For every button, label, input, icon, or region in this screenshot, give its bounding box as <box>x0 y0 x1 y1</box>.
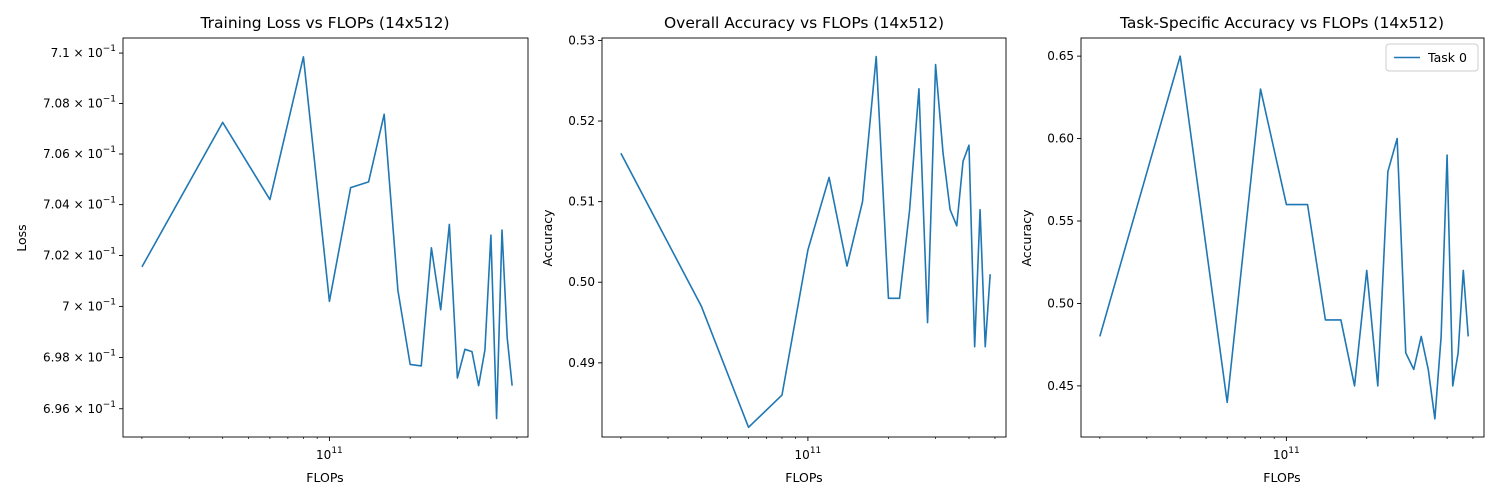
x-tick-label: 1011 <box>1273 446 1300 462</box>
y-axis-label: Accuracy <box>1019 209 1034 267</box>
y-tick-label: 0.49 <box>568 356 595 370</box>
y-axis-label: Loss <box>14 224 29 251</box>
y-tick-label: 7 × 10−1 <box>62 297 116 313</box>
x-tick-label: 1011 <box>795 446 822 462</box>
y-tick-label: 7.06 × 10−1 <box>43 145 116 161</box>
chart-task-accuracy: Task-Specific Accuracy vs FLOPs (14x512)… <box>1019 14 1485 485</box>
y-tick-label: 6.98 × 10−1 <box>43 349 116 365</box>
chart-title: Overall Accuracy vs FLOPs (14x512) <box>664 14 944 32</box>
axes-frame <box>1080 37 1485 438</box>
y-tick-label: 0.51 <box>568 195 595 209</box>
series-line <box>141 56 513 420</box>
series-line <box>1099 55 1470 420</box>
legend-label: Task 0 <box>1427 50 1467 65</box>
chart-overall-accuracy: Overall Accuracy vs FLOPs (14x512) 1011 0… <box>540 14 1007 485</box>
y-tick-label: 7.08 × 10−1 <box>43 94 116 110</box>
y-tick-label: 7.02 × 10−1 <box>43 246 116 262</box>
series-line <box>620 55 991 429</box>
chart-title: Training Loss vs FLOPs (14x512) <box>199 14 449 32</box>
legend-box <box>1385 43 1479 72</box>
y-tick-label: 0.53 <box>568 33 595 47</box>
x-axis-label: FLOPs <box>1263 470 1300 485</box>
y-tick-label: 7.1 × 10−1 <box>51 44 116 60</box>
y-tick-label: 0.45 <box>1047 379 1074 393</box>
y-tick-label: 0.65 <box>1047 49 1074 63</box>
y-tick-label: 0.50 <box>568 275 595 289</box>
plot-area: 1011 0.49 0.50 0.51 0.52 0.53 <box>568 33 1007 462</box>
y-tick-label: 0.60 <box>1047 132 1074 146</box>
axes-frame <box>122 37 529 438</box>
chart-loss: Training Loss vs FLOPs (14x512) 1011 6.96… <box>14 14 529 485</box>
x-axis-label: FLOPs <box>785 470 822 485</box>
x-axis-label: FLOPs <box>306 470 343 485</box>
y-axis-label: Accuracy <box>540 209 555 267</box>
y-tick-label: 6.96 × 10−1 <box>43 400 116 416</box>
y-tick-label: 7.04 × 10−1 <box>43 196 116 212</box>
axes-frame <box>601 37 1007 438</box>
y-tick-label: 0.52 <box>568 114 595 128</box>
plot-area: 1011 6.96 × 10−1 6.98 × 10−1 7 × 10−1 7.02 ×… <box>43 37 529 462</box>
y-tick-label: 0.55 <box>1047 214 1074 228</box>
x-tick-label: 1011 <box>316 446 343 462</box>
y-tick-label: 0.50 <box>1047 296 1074 310</box>
chart-title: Task-Specific Accuracy vs FLOPs (14x512) <box>1119 14 1444 32</box>
plot-area: 1011 0.45 0.50 0.55 0.60 0.65 Task 0 <box>1047 37 1485 462</box>
